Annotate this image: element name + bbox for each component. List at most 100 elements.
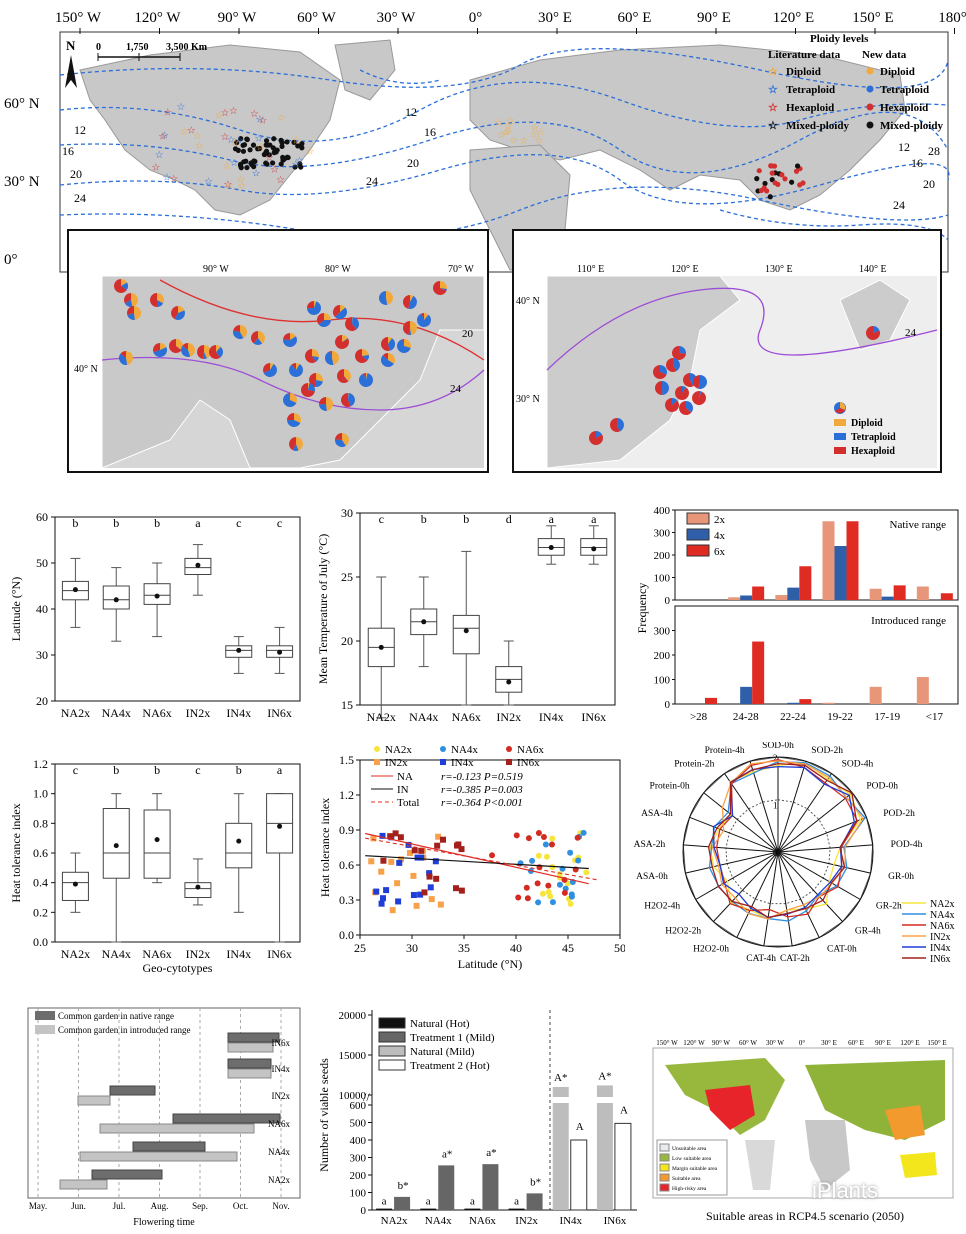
scatter-point [524, 895, 531, 902]
mean-point [421, 619, 427, 625]
svg-text:Tetraploid: Tetraploid [851, 432, 896, 443]
pie-slice [315, 380, 323, 388]
scatter-point [397, 856, 404, 863]
pie-slice [305, 349, 316, 363]
mean-point [236, 838, 242, 844]
pie-slice [127, 313, 135, 320]
legend-label: IN6x [517, 757, 540, 769]
svg-text:☆: ☆ [768, 84, 778, 96]
map-point-mixed [238, 165, 244, 171]
scatter-point [567, 900, 574, 907]
scatter-point [378, 868, 385, 875]
x-tick-label: IN6x [604, 1215, 627, 1227]
significance-letter: b* [530, 1176, 541, 1188]
map-point-literature: ☆ [258, 115, 267, 126]
y-tick-label: 20000 [339, 1010, 367, 1022]
legend-marker [440, 746, 446, 752]
frequency-bar [881, 596, 894, 600]
y-tick-label: 0.9 [339, 823, 354, 837]
pie-slice [698, 375, 707, 390]
x-axis-title: Geo-cytotypes [143, 961, 213, 975]
pie-slice [301, 383, 315, 397]
bar-natural-hot [508, 1208, 525, 1210]
pie-slice [408, 295, 418, 310]
y-tick-label: 100 [350, 1188, 367, 1200]
scatter-point [417, 891, 424, 898]
pie-slice [178, 306, 185, 313]
y-tick-label: 300 [654, 528, 671, 540]
frequency-bar [869, 686, 882, 704]
map-point-mixed [248, 160, 254, 166]
x-tick-label: 25 [354, 941, 366, 955]
legend-label: Margin suitable area [672, 1166, 718, 1172]
pie-slice [208, 345, 221, 359]
scatter-point [414, 854, 421, 861]
scatter-point [410, 872, 417, 879]
map-point-literature: ☆ [270, 165, 279, 176]
mean-point [113, 843, 119, 849]
x-tick-label: NA4x [102, 947, 131, 961]
pie-slice [402, 339, 404, 346]
scatter-point [435, 833, 442, 840]
radar-spoke [703, 792, 779, 853]
map-tick: 150° E [927, 1040, 946, 1047]
scatter-point [379, 895, 386, 902]
y-tick-label: 500 [350, 1118, 367, 1130]
y-tick-label: 300 [654, 626, 671, 638]
y-tick-label: 20 [341, 634, 353, 648]
significance-letter: c [277, 516, 282, 530]
stat-name: Total [397, 797, 419, 809]
y-tick-label: 0.6 [33, 846, 48, 860]
frequency-bar [834, 546, 847, 600]
map-point-mixed [299, 141, 305, 147]
introduced-bar [77, 1095, 111, 1106]
map-point-europe: ☆ [530, 130, 539, 141]
scatter-point [437, 901, 444, 908]
pie-slice [363, 373, 366, 380]
native-bar [172, 1113, 281, 1124]
box [225, 822, 253, 869]
radar-axis-label: ASA-2h [634, 840, 666, 850]
legend-label: IN4x [451, 757, 474, 769]
pie-slice [682, 386, 687, 393]
pie-slice [216, 346, 223, 358]
map-point-mixed [281, 156, 288, 162]
stat-name: IN [397, 784, 409, 796]
pie-slice [127, 306, 134, 315]
radar-axis-label: SOD-2h [811, 746, 843, 756]
svg-text:Hexaploid: Hexaploid [851, 446, 895, 457]
legend-label: 6x [714, 546, 726, 558]
scatter-point [567, 849, 574, 856]
isotherm-line [59, 81, 949, 142]
radar-axis-label: POD-4h [891, 840, 923, 850]
legend-label: Common garden in introduced range [58, 1025, 190, 1035]
suit-na-high [705, 1085, 755, 1130]
svg-text:Mixed-ploidy: Mixed-ploidy [786, 120, 849, 132]
significance-letter: a [549, 512, 555, 526]
map-point-mixed [269, 160, 276, 166]
map-point-mixed [299, 145, 305, 151]
pie-slice [258, 331, 265, 344]
world-map: 150° W 120° W 90° W 60° W 30° W 0° 30° E 60° E 9… [4, 10, 966, 473]
x-tick-label: NA2x [367, 710, 396, 724]
y-tick-label: 15 [341, 698, 353, 712]
mean-point [154, 593, 160, 599]
legend-marker [374, 759, 380, 765]
scatter-point [556, 881, 563, 888]
pie-slice [329, 351, 332, 358]
bar-treatment1 [438, 1165, 455, 1210]
axis-break-mark: // [363, 1090, 370, 1104]
pie-slice [283, 333, 290, 340]
map-lon-tick: 150° E [852, 10, 893, 26]
heat-latitude-scatter: 25 30 35 40 45 50 0.0 0.3 0.6 0.9 1.2 1.5 NA2x NA4x NA… [318, 744, 625, 971]
scatter-point [389, 907, 396, 914]
pie-slice [288, 364, 303, 378]
x-tick-label: 30 [406, 941, 418, 955]
introduced-bar [227, 1042, 274, 1053]
map-point-mixed [232, 146, 239, 152]
world-map-panel: 150° W 120° W 90° W 60° W 30° W 0° 30° E 60° E 9… [0, 0, 966, 480]
legend-swatch [378, 1031, 406, 1043]
scatter-point [525, 835, 532, 842]
significance-letter: c [236, 516, 241, 530]
x-tick-label: IN4x [226, 706, 251, 720]
